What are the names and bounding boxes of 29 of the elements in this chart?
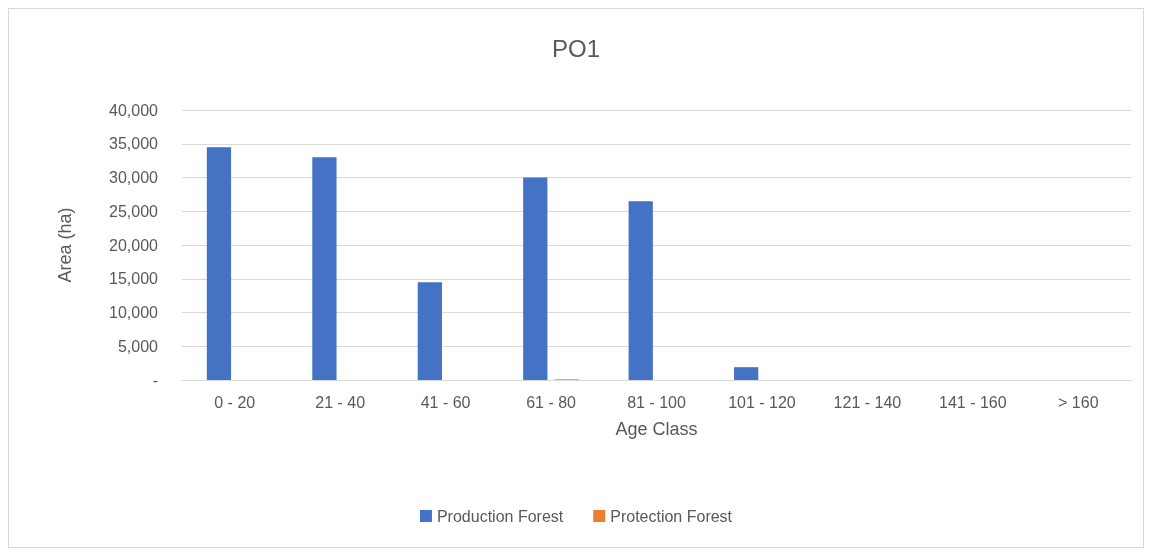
x-axis-title: Age Class [615,419,698,439]
x-tick-label: 41 - 60 [420,393,471,411]
bar [628,201,653,380]
x-tick-label: 61 - 80 [526,393,577,411]
x-tick-label: 0 - 20 [214,393,256,411]
y-tick-label: 20,000 [109,236,159,254]
y-tick-label: 5,000 [117,337,159,355]
y-tick-label: 10,000 [109,304,159,321]
y-tick-label: 40,000 [109,101,159,119]
y-tick-label: 25,000 [109,202,159,220]
bar [417,282,442,380]
y-axis-title: Area (ha) [55,207,75,283]
y-tick-label: - [152,371,158,389]
chart-title: PO1 [551,34,601,62]
bar [734,367,759,380]
x-tick-label: 141 - 160 [939,393,1007,411]
bar [523,177,548,380]
x-tick-label: 101 - 120 [728,393,796,411]
x-tick-label: 21 - 40 [315,393,366,411]
y-tick-label: 30,000 [109,169,159,186]
legend-label: Production Forest [436,507,564,525]
bar [312,157,337,380]
legend-label: Protection Forest [610,507,733,525]
x-tick-label: 121 - 140 [833,393,902,411]
y-tick-label: 35,000 [109,135,159,153]
y-tick-label: 15,000 [109,270,159,288]
x-tick-label: > 160 [1058,393,1099,411]
x-tick-label: 81 - 100 [627,393,686,411]
bar [206,147,232,380]
